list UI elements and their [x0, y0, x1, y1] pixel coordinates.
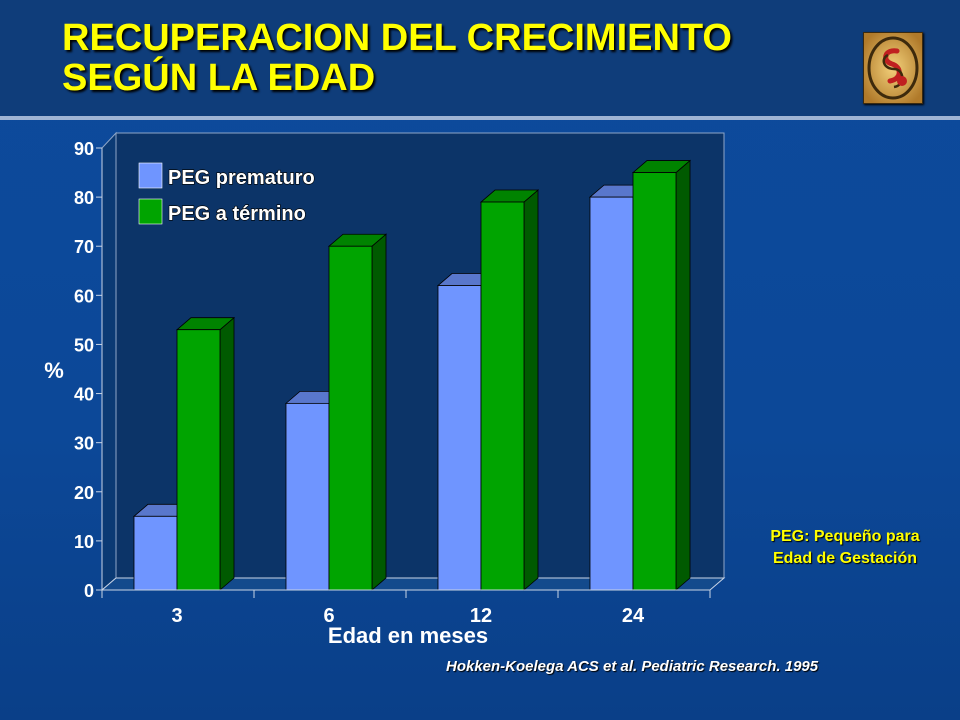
x-tick-label: 6	[323, 605, 334, 627]
title-line-2: SEGÚN LA EDAD	[62, 57, 376, 99]
bar-termino-12	[479, 189, 540, 591]
y-tick-label: 20	[74, 483, 94, 503]
bar-front	[285, 402, 330, 591]
bars-group	[132, 159, 692, 591]
y-tick-label: 80	[74, 188, 94, 208]
y-tick-label: 10	[74, 532, 94, 552]
definition-note: PEG: Pequeño para Edad de Gestación	[735, 526, 955, 570]
bar-side	[219, 316, 235, 591]
bar-termino-24	[631, 159, 692, 591]
bar-front	[589, 196, 634, 591]
title-line-1: RECUPERACION DEL CRECIMIENTO	[62, 17, 732, 59]
bar-front	[328, 245, 373, 591]
x-tick-label: 12	[470, 605, 492, 627]
legend-label-termino: PEG a término	[168, 203, 306, 225]
bar-side	[523, 189, 539, 591]
bar-front	[133, 515, 178, 591]
bar-front	[176, 329, 221, 591]
y-tick-label: 50	[74, 335, 94, 355]
bar-side	[371, 233, 387, 591]
bar-termino-3	[175, 316, 236, 591]
note-line-2: Edad de Gestación	[772, 550, 918, 567]
legend: PEG prematuro PEG a término	[138, 162, 315, 226]
bar-side	[675, 159, 691, 591]
bar-front	[480, 201, 525, 591]
citation: Hokken-Koelega ACS et al. Pediatric Rese…	[446, 658, 819, 675]
header-divider	[0, 116, 960, 120]
x-axis-label: Edad en meses	[328, 623, 488, 648]
note-line-1: PEG: Pequeño para	[770, 528, 920, 545]
legend-swatch-termino	[138, 198, 163, 225]
slide-title: RECUPERACION DEL CRECIMIENTO SEGÚN LA ED…	[62, 18, 732, 98]
y-tick-label: 30	[74, 434, 94, 454]
y-tick-label: 60	[74, 286, 94, 306]
bar-front	[437, 285, 482, 591]
bar-front	[632, 172, 677, 591]
x-axis: 3 6 12 24	[101, 589, 711, 627]
y-tick-label: 90	[74, 139, 94, 159]
y-axis-ticks: 0 10 20 30 40 50 60 70 80 90	[74, 139, 103, 601]
y-axis-label: %	[44, 358, 64, 383]
x-tick-label: 3	[171, 605, 182, 627]
spiral-logo-icon	[863, 32, 923, 104]
header-band	[0, 0, 960, 118]
legend-swatch-prematuro	[138, 162, 163, 189]
bar-termino-6	[327, 233, 388, 591]
y-tick-label: 40	[74, 385, 94, 405]
y-tick-label: 0	[84, 581, 94, 601]
legend-label-prematuro: PEG prematuro	[168, 167, 315, 189]
y-tick-label: 70	[74, 237, 94, 257]
plot-area	[100, 131, 726, 592]
plot-side-wall	[101, 131, 117, 592]
x-tick-label: 24	[622, 605, 645, 627]
